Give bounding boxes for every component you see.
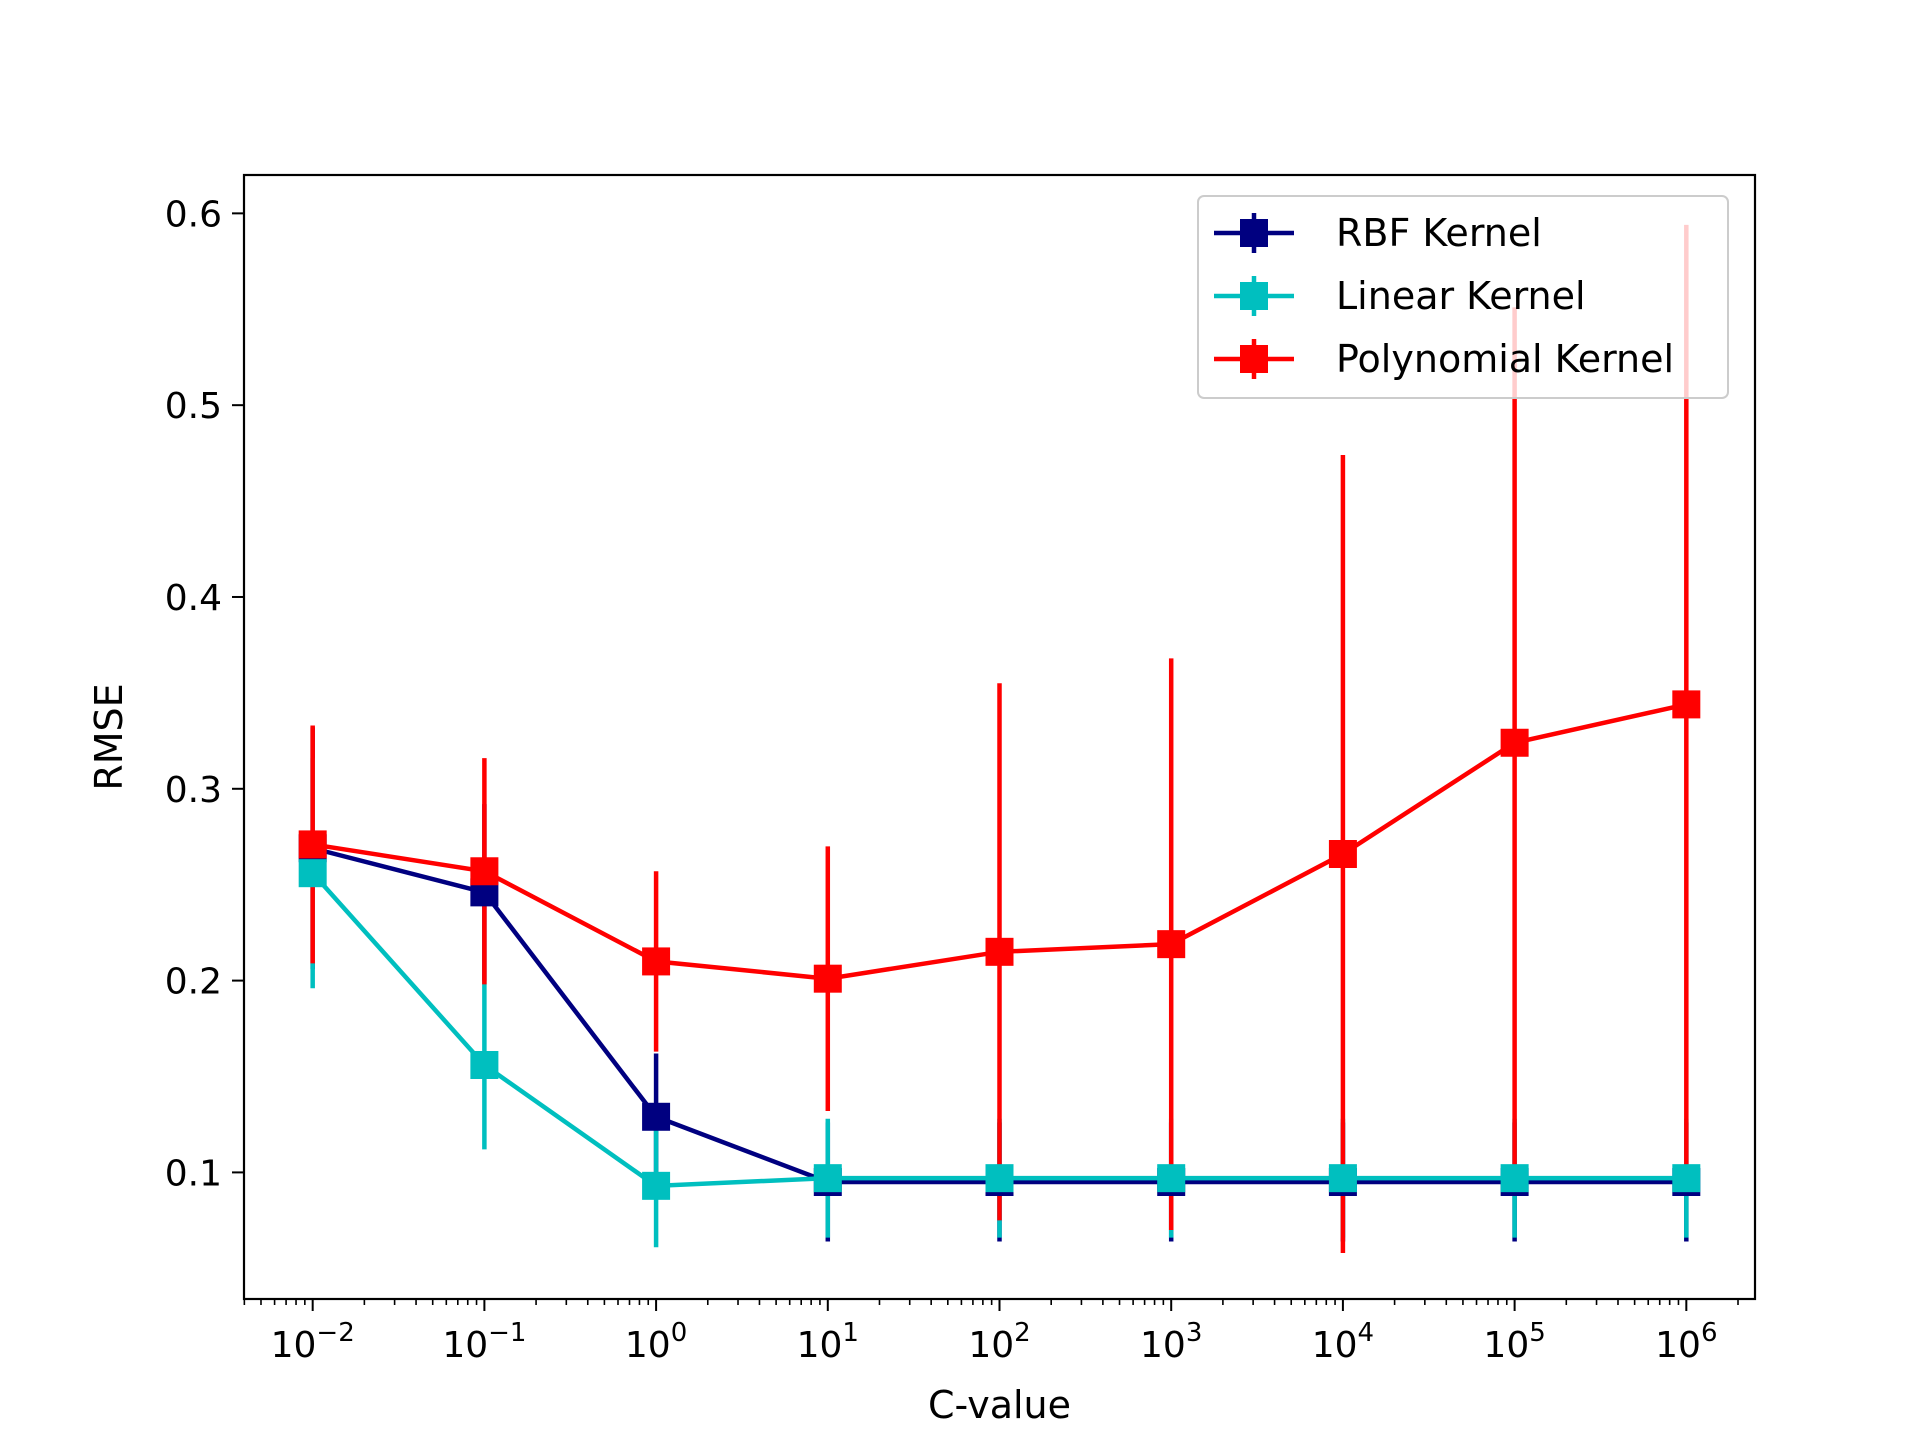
- data-point: [642, 1171, 671, 1200]
- legend-entry: Polynomial Kernel: [1214, 337, 1674, 381]
- y-tick-label: 0.5: [165, 386, 222, 427]
- data-point: [1157, 930, 1186, 959]
- y-axis-label: RMSE: [87, 683, 131, 790]
- x-tick-label: 105: [1483, 1318, 1545, 1366]
- legend-label: RBF Kernel: [1336, 211, 1542, 255]
- x-axis-label: C-value: [928, 1383, 1071, 1427]
- y-tick-label: 0.2: [165, 962, 222, 1003]
- x-tick-label: 102: [968, 1318, 1030, 1366]
- x-tick-label: 10−2: [271, 1318, 355, 1366]
- legend-box: [1197, 195, 1729, 399]
- data-point: [813, 1164, 842, 1193]
- y-tick-label: 0.4: [165, 578, 222, 619]
- data-point: [642, 1102, 671, 1131]
- ticks: 10−2 10−1 100 101 102 103 104 105 106 0.1 0.2 0.3 0.…: [165, 194, 1739, 1366]
- legend-entry: RBF Kernel: [1214, 211, 1542, 255]
- data-point: [298, 830, 327, 859]
- y-tick-label: 0.1: [165, 1153, 222, 1194]
- legend: RBF Kernel Linear Kernel Polynomial Kernel: [1197, 195, 1729, 399]
- plot-area: [298, 224, 1701, 1253]
- data-point: [1672, 690, 1701, 719]
- x-tick-label: 103: [1140, 1318, 1202, 1366]
- y-tick-label: 0.6: [165, 194, 222, 235]
- x-tick-label: 101: [797, 1318, 859, 1366]
- data-point: [470, 857, 499, 886]
- data-point: [642, 947, 671, 976]
- legend-marker: [1240, 219, 1268, 247]
- x-tick-label: 104: [1312, 1318, 1374, 1366]
- data-point: [813, 964, 842, 993]
- x-tick-label: 10−1: [442, 1318, 526, 1366]
- data-point: [1157, 1164, 1186, 1193]
- x-tick-label: 106: [1655, 1318, 1717, 1366]
- legend-label: Polynomial Kernel: [1336, 337, 1674, 381]
- data-point: [985, 1164, 1014, 1193]
- series-2: [298, 690, 1701, 993]
- legend-label: Linear Kernel: [1336, 274, 1586, 318]
- data-point: [1328, 840, 1357, 869]
- data-point: [470, 1050, 499, 1079]
- legend-marker: [1240, 345, 1268, 373]
- data-point: [1500, 1164, 1529, 1193]
- data-point: [1328, 1164, 1357, 1193]
- legend-entry: Linear Kernel: [1214, 274, 1586, 318]
- data-point: [985, 937, 1014, 966]
- data-point: [1672, 1164, 1701, 1193]
- series-1: [298, 859, 1701, 1200]
- data-point: [1500, 728, 1529, 757]
- y-tick-label: 0.3: [165, 770, 222, 811]
- series-layer: [298, 224, 1701, 1253]
- data-point: [298, 859, 327, 888]
- legend-marker: [1240, 282, 1268, 310]
- x-tick-label: 100: [625, 1318, 687, 1366]
